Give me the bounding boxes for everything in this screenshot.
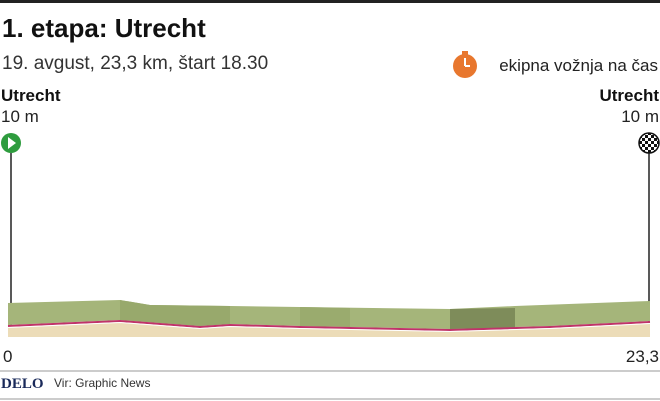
subtitle: 19. avgust, 23,3 km, štart 18.30 [2, 53, 268, 74]
terrain [7, 300, 651, 337]
stage-type: ekipna vožnja na čas [499, 56, 658, 75]
start-elevation: 10 m [1, 107, 39, 126]
finish-icon [638, 132, 660, 154]
finish-elevation: 10 m [621, 107, 659, 126]
source: Vir: Graphic News [54, 376, 150, 390]
logo: DELO [1, 376, 44, 392]
start-name: Utrecht [1, 86, 61, 105]
distance-end: 23,3 [626, 347, 659, 366]
top-rule [0, 0, 660, 3]
finish-name: Utrecht [599, 86, 659, 105]
distance-start: 0 [3, 347, 12, 366]
title: 1. etapa: Utrecht [2, 13, 206, 43]
stopwatch-icon [453, 51, 477, 78]
start-icon [1, 133, 21, 153]
